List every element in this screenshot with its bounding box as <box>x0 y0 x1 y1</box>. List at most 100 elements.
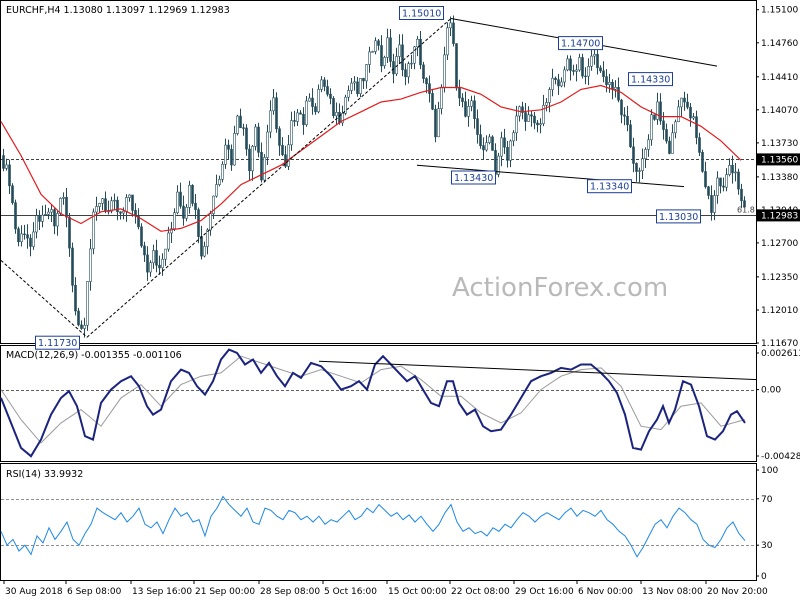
rsi-tick-label: 100 <box>761 466 778 476</box>
candle-body <box>35 215 38 233</box>
candle-body <box>389 37 392 62</box>
candle-body <box>659 101 662 122</box>
candle-body <box>455 43 458 89</box>
candle-body <box>386 37 389 58</box>
candle-body <box>458 87 461 99</box>
x-tick-label: 13 Nov 08:00 <box>642 587 703 597</box>
candle-body <box>239 115 242 128</box>
candle-body <box>500 137 503 157</box>
candle-body <box>731 165 734 174</box>
candle-body <box>509 140 512 161</box>
candle-body <box>548 89 551 103</box>
candle-body <box>587 66 590 77</box>
candle-body <box>566 58 569 71</box>
candle-body <box>254 126 257 147</box>
price-label-box <box>35 335 80 350</box>
candle-body <box>713 195 716 213</box>
candle-body <box>551 77 554 90</box>
candle-body <box>50 209 53 213</box>
candle-body <box>110 200 113 212</box>
candle-body <box>59 198 62 214</box>
candle-body <box>146 254 149 273</box>
candle-body <box>176 191 179 214</box>
candle-body <box>524 112 527 122</box>
candle-body <box>32 231 35 247</box>
price-marker-label: 1.13560 <box>761 155 798 165</box>
price-label-box <box>656 209 701 224</box>
candle-body <box>68 216 71 249</box>
candle-body <box>443 54 446 89</box>
candle-body <box>563 69 566 83</box>
candle-body <box>716 177 719 196</box>
price-trendlines <box>0 18 718 338</box>
candle-body <box>698 137 701 153</box>
candle-body <box>608 82 611 85</box>
candle-body <box>98 203 101 207</box>
candle-body <box>263 157 266 181</box>
candle-body <box>122 210 125 214</box>
candle-body <box>200 236 203 257</box>
x-tick-label: 13 Sep 16:00 <box>132 587 192 597</box>
x-tick-label: 5 Oct 16:00 <box>324 587 377 597</box>
macd-tick-label: -0.004287 <box>761 452 800 462</box>
candle-body <box>149 262 152 273</box>
candle-body <box>644 149 647 159</box>
candle-body <box>590 55 593 67</box>
candle-body <box>602 70 605 77</box>
candle-body <box>338 112 341 124</box>
rsi-tick-label: 30 <box>761 541 773 551</box>
candle-body <box>242 127 245 129</box>
x-tick-label: 6 Nov 00:00 <box>578 587 633 597</box>
candle-body <box>143 245 146 256</box>
candle-body <box>92 211 95 250</box>
x-tick-label: 28 Sep 08:00 <box>260 587 320 597</box>
candle-body <box>293 120 296 122</box>
candle-body <box>317 89 320 113</box>
candle-body <box>581 57 584 77</box>
candle-body <box>527 114 530 122</box>
candle-body <box>653 114 656 120</box>
candle-body <box>224 144 227 165</box>
candle-body <box>116 199 119 213</box>
candle-body <box>530 114 533 117</box>
candle-body <box>689 106 692 119</box>
price-label-box <box>451 170 496 185</box>
candle-body <box>512 132 515 142</box>
candle-body <box>23 233 26 235</box>
candle-body <box>398 44 401 57</box>
candle-body <box>137 215 140 228</box>
candle-body <box>119 211 122 214</box>
macd-y-axis: 0.002613 0.00 -0.004287 <box>756 349 800 462</box>
candle-body <box>296 112 299 122</box>
candle-body <box>53 209 56 227</box>
candle-body <box>206 229 209 247</box>
x-tick-label: 20 Nov 20:00 <box>707 587 768 597</box>
candle-body <box>227 144 230 150</box>
candle-body <box>491 136 494 151</box>
candle-body <box>557 79 560 87</box>
candle-body <box>314 106 317 113</box>
candle-body <box>647 139 650 150</box>
rsi-tick-label: 0 <box>761 572 767 582</box>
candle-body <box>89 248 92 282</box>
price-candles <box>2 15 746 338</box>
candle-body <box>236 115 239 134</box>
candle-body <box>275 97 278 130</box>
candle-body <box>401 44 404 71</box>
candle-body <box>164 248 167 260</box>
candle-body <box>65 197 68 218</box>
candle-body <box>623 114 626 117</box>
watermark: ActionForex.com <box>452 273 668 303</box>
candle-body <box>479 134 482 147</box>
candle-body <box>353 81 356 84</box>
fib-label: 61.8 <box>737 205 755 214</box>
price-tick-label: 1.15100 <box>761 6 798 16</box>
macd-pane-frame <box>0 345 757 462</box>
candle-body <box>617 87 620 101</box>
candle-body <box>638 170 641 172</box>
candle-body <box>308 97 311 102</box>
trendline-rising-support <box>86 18 452 338</box>
candle-body <box>665 129 668 142</box>
